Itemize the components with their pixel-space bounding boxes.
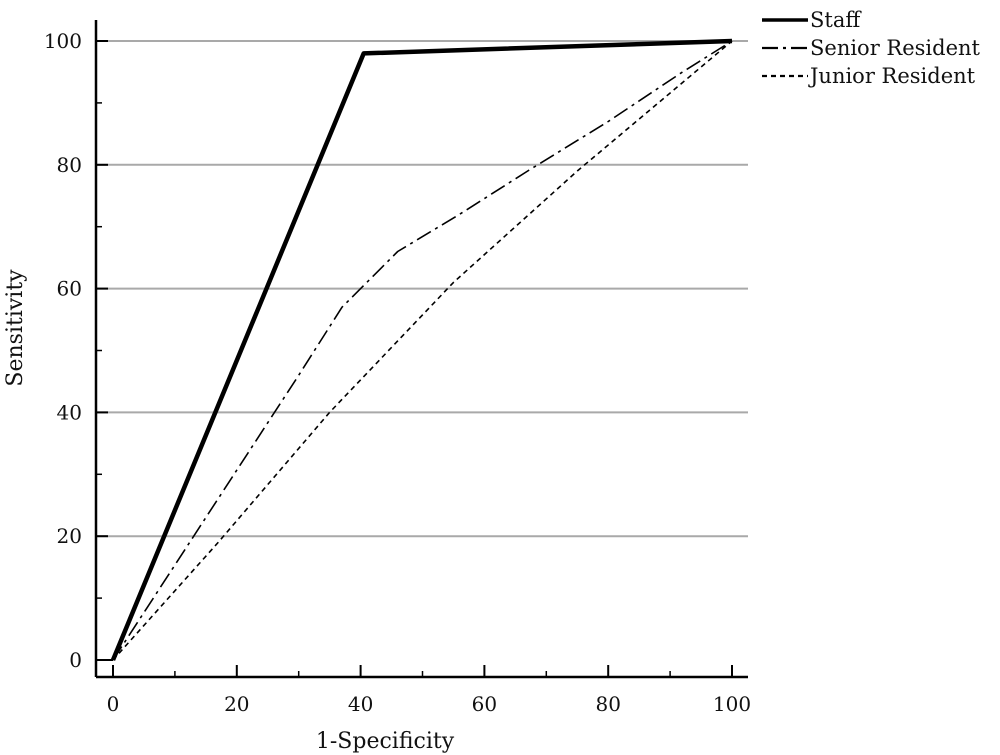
series-line-senior-resident bbox=[112, 40, 733, 661]
y-tick-label-60: 60 bbox=[57, 277, 82, 301]
y-tick-label-80: 80 bbox=[57, 153, 82, 177]
legend-label-junior-resident: Junior Resident bbox=[808, 64, 976, 88]
y-tick-label-20: 20 bbox=[57, 524, 82, 548]
series-lines bbox=[110, 38, 733, 661]
series-line-staff bbox=[110, 38, 733, 661]
series-line-junior-resident bbox=[112, 40, 733, 661]
y-tick-label-100: 100 bbox=[44, 29, 82, 53]
x-tick-label-60: 60 bbox=[472, 692, 497, 716]
x-axis-title: 1-Specificity bbox=[316, 729, 455, 754]
axes: 0 20 40 60 80 100 0 20 40 60 80 100 bbox=[44, 20, 751, 716]
legend-label-senior-resident: Senior Resident bbox=[810, 36, 981, 60]
x-tick-label-100: 100 bbox=[713, 692, 751, 716]
x-tick-label-0: 0 bbox=[107, 692, 120, 716]
y-axis-title: Sensitivity bbox=[3, 269, 28, 387]
x-tick-label-20: 20 bbox=[224, 692, 249, 716]
y-tick-label-0: 0 bbox=[69, 648, 82, 672]
x-tick-label-80: 80 bbox=[595, 692, 620, 716]
legend: Staff Senior Resident Junior Resident bbox=[762, 8, 981, 88]
legend-label-staff: Staff bbox=[810, 8, 862, 32]
x-tick-label-40: 40 bbox=[348, 692, 373, 716]
gridlines bbox=[96, 40, 748, 538]
y-tick-label-40: 40 bbox=[57, 400, 82, 424]
